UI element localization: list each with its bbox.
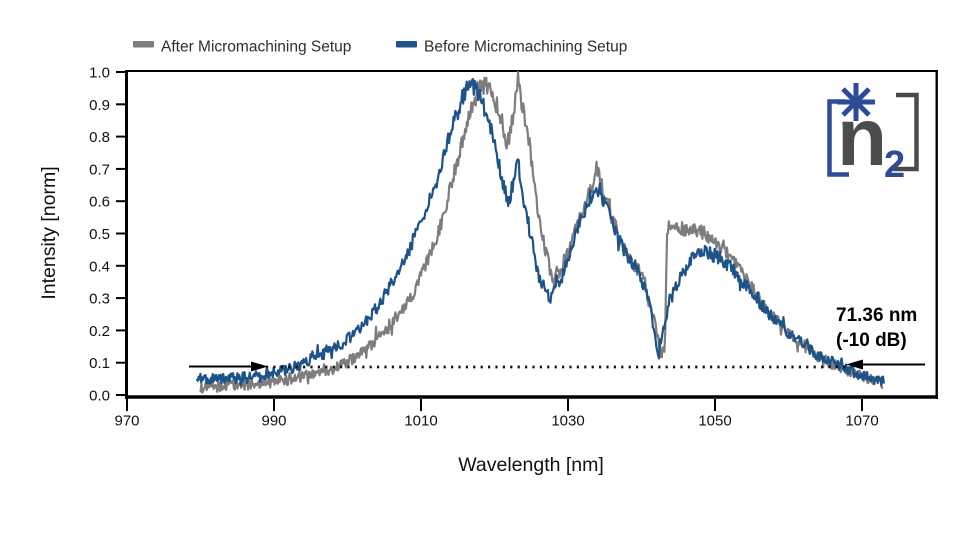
y-tick-label: 1.0 <box>89 65 110 82</box>
legend-label-after: After Micromachining Setup <box>161 39 351 56</box>
logo-left-bracket <box>827 99 849 177</box>
legend: After Micromachining Setup Before Microm… <box>133 39 627 56</box>
x-tick-label: 970 <box>114 413 139 430</box>
x-tick-label: 1010 <box>404 413 437 430</box>
y-tick-label: 0.3 <box>89 291 110 308</box>
left-pointing-arrowhead-icon <box>846 359 863 370</box>
y-tick-label: 0.9 <box>89 97 110 114</box>
x-tick-label: 1050 <box>698 413 731 430</box>
logo-n-text: n <box>837 92 887 183</box>
x-tick-label: 1030 <box>551 413 584 430</box>
bandwidth-annotation: 71.36 nm (-10 dB) <box>189 305 925 372</box>
y-tick-label: 0.5 <box>89 226 110 243</box>
legend-swatch-before <box>396 41 417 48</box>
logo-subscript-text: 2 <box>884 144 905 186</box>
y-axis-label: Intensity [norm] <box>38 166 60 299</box>
spectra-curves <box>195 70 885 394</box>
n2-logo: n 2 <box>827 83 919 186</box>
y-axis-ticks: 0.0 0.1 0.2 0.3 0.4 0.5 0.6 0.7 0.8 0.9 1.0 <box>89 65 125 405</box>
x-axis-ticks: 970 990 1010 1030 1050 1070 <box>114 399 879 430</box>
x-axis-label: Wavelength [nm] <box>458 454 604 476</box>
legend-swatch-after <box>133 41 154 48</box>
bandwidth-value-text: 71.36 nm <box>836 305 917 326</box>
logo-right-bracket <box>893 92 919 172</box>
legend-label-before: Before Micromachining Setup <box>424 39 627 56</box>
series-curve-after <box>199 70 884 394</box>
x-tick-label: 1070 <box>845 413 878 430</box>
right-pointing-arrowhead-icon <box>251 361 268 372</box>
plot-frame <box>125 70 938 399</box>
y-tick-label: 0.4 <box>89 258 110 275</box>
y-tick-label: 0.0 <box>89 388 110 405</box>
x-tick-label: 990 <box>261 413 286 430</box>
y-tick-label: 0.8 <box>89 129 110 146</box>
y-tick-label: 0.6 <box>89 194 110 211</box>
y-tick-label: 0.7 <box>89 161 110 178</box>
series-curve-before <box>195 78 885 387</box>
bandwidth-level-text: (-10 dB) <box>836 330 907 351</box>
y-tick-label: 0.2 <box>89 323 110 340</box>
y-tick-label: 0.1 <box>89 355 110 372</box>
